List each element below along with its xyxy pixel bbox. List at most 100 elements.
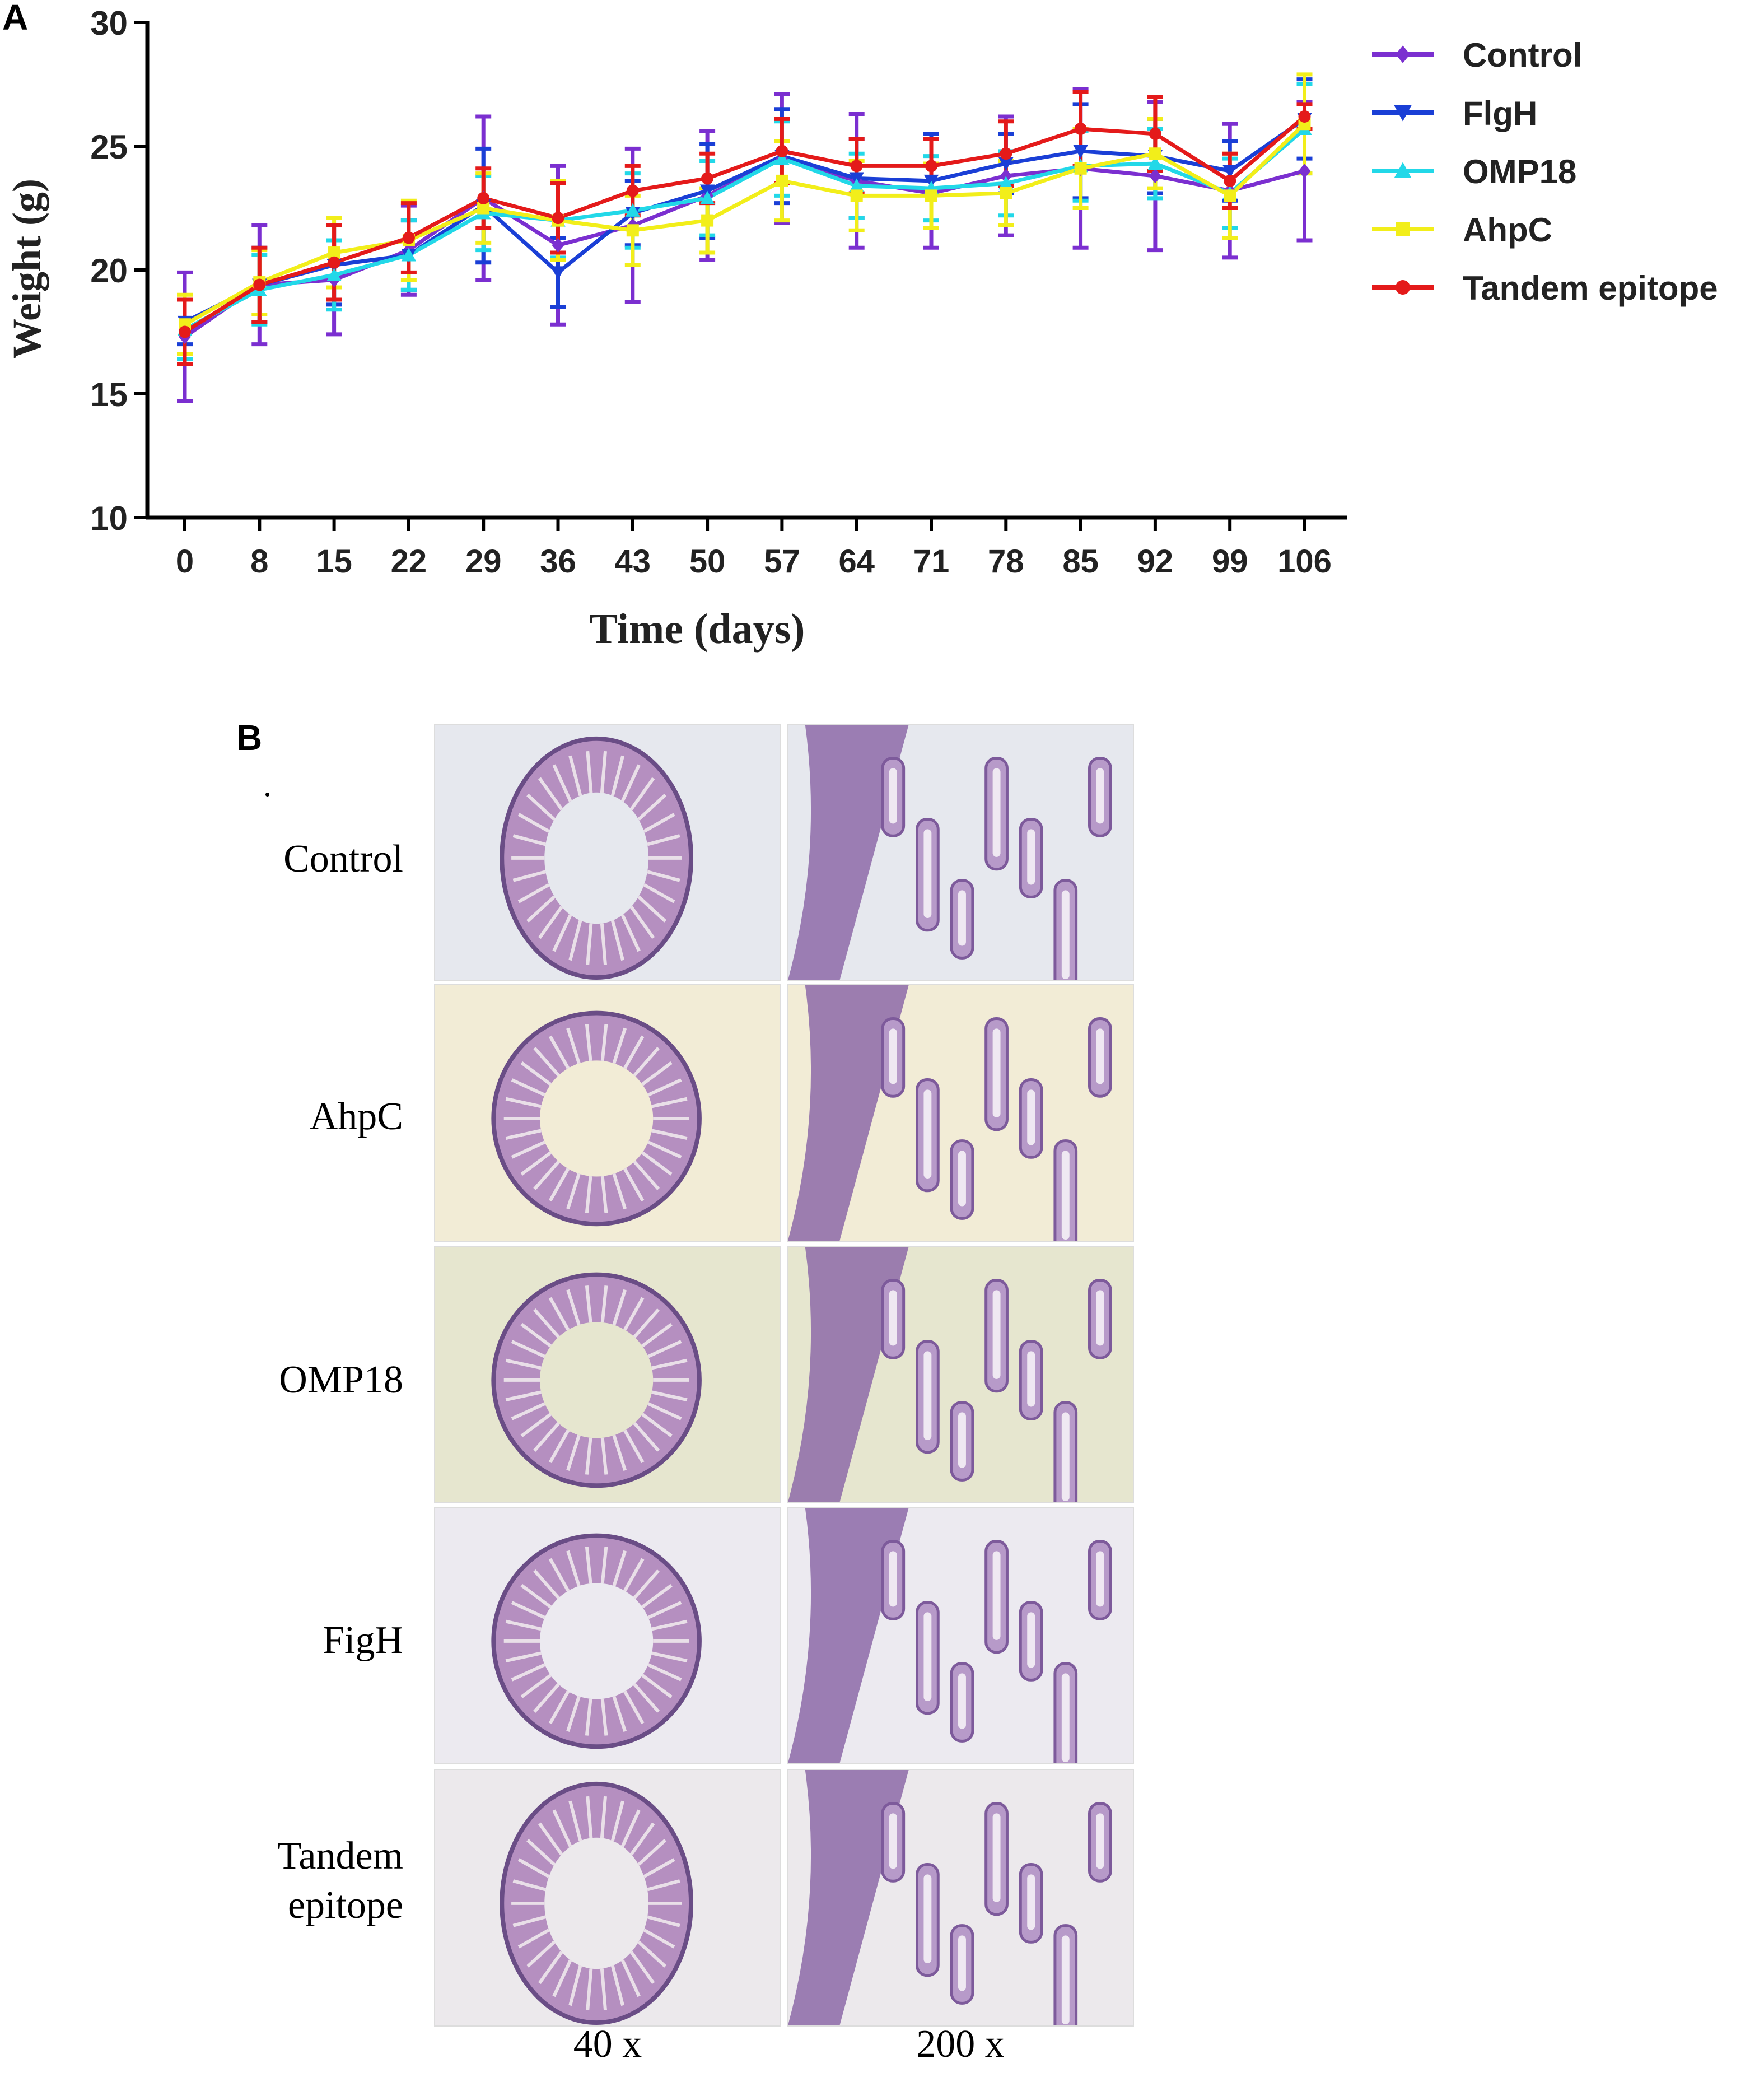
histology-row-label: FigH	[213, 1616, 403, 1665]
x-tick-label: 92	[1137, 543, 1174, 580]
histology-row-label: Control	[213, 835, 403, 884]
tandem-epitope-point	[1224, 174, 1236, 187]
tandem-epitope-point	[776, 145, 788, 157]
legend-label-omp18: OMP18	[1463, 153, 1576, 190]
histology-row-label-line: FigH	[323, 1619, 403, 1662]
x-tick-label: 8	[250, 543, 268, 580]
y-tick-label: 25	[90, 128, 128, 166]
micrograph-40x	[434, 1507, 781, 1764]
micrograph-200x	[787, 724, 1134, 981]
micrograph-200x	[787, 984, 1134, 1242]
histology-row-label: OMP18	[213, 1356, 403, 1405]
legend-marker-control	[1396, 45, 1410, 63]
omp18-point	[699, 190, 715, 204]
ahpc-point	[626, 224, 639, 237]
ahpc-point	[1074, 162, 1087, 175]
x-tick-label: 29	[465, 543, 502, 580]
omp18-point	[774, 151, 790, 165]
error-bars	[177, 72, 1313, 403]
histology-row-label-line: epitope	[287, 1883, 403, 1927]
tandem-epitope-point	[328, 256, 340, 269]
control-point	[1149, 168, 1161, 184]
ahpc-point	[776, 174, 788, 187]
x-tick-label: 85	[1062, 543, 1099, 580]
micrograph-200x	[787, 1769, 1134, 2027]
ahpc-point	[1000, 187, 1012, 199]
histology-column-label: 200 x	[916, 2023, 1005, 2066]
legend-label-flgh: FlgH	[1463, 95, 1537, 132]
ahpc-point	[1224, 189, 1236, 202]
flgh-point	[1222, 165, 1238, 179]
legend-label-control: Control	[1463, 36, 1582, 74]
ahpc-point	[925, 189, 937, 202]
y-tick-label: 10	[90, 500, 128, 537]
ahpc-point	[477, 202, 490, 215]
histology-row-label-line: OMP18	[279, 1358, 403, 1401]
micrograph-40x	[434, 984, 781, 1242]
series-lines	[183, 115, 1306, 339]
tandem-epitope-point	[626, 184, 639, 197]
histology-row-label-line: Tandem	[277, 1834, 403, 1878]
legend-marker-omp18	[1394, 162, 1412, 178]
flgh-point	[1073, 145, 1088, 159]
legend-label-ahpc: AhpC	[1463, 211, 1552, 249]
omp18-point	[998, 176, 1014, 190]
ticks: 10 15 20 25 30 0 8 15 22 29 36 43 50 57 64 71 78 85 92 99 10…	[90, 4, 1332, 580]
stray-dot	[265, 793, 269, 797]
micrograph-200x	[787, 1507, 1134, 1764]
x-tick-label: 57	[764, 543, 800, 580]
panel-a-label: A	[2, 0, 29, 38]
series-markers	[177, 110, 1312, 344]
ahpc-point	[701, 214, 714, 227]
ahpc-point	[328, 246, 340, 259]
tandem-epitope-point	[1000, 147, 1012, 160]
histology-column-label: 40 x	[573, 2023, 642, 2066]
x-tick-label: 64	[838, 543, 875, 580]
x-tick-label: 50	[689, 543, 726, 580]
omp18-point	[625, 203, 640, 217]
tandem-epitope-point	[1149, 127, 1161, 140]
histology-row-label-line: Control	[283, 837, 403, 881]
x-tick-label: 71	[913, 543, 950, 580]
x-tick-label: 106	[1277, 543, 1332, 580]
y-tick-label: 30	[90, 4, 128, 42]
x-tick-label: 15	[316, 543, 352, 580]
omp18-point	[849, 178, 864, 192]
x-tick-label: 43	[615, 543, 651, 580]
tandem-epitope-point	[179, 325, 191, 338]
weight-line-chart: 10 15 20 25 30 0 8 15 22 29 36 43 50 57 64 71 78 85 92 99 10…	[4, 4, 1718, 653]
tandem-epitope-point	[1298, 110, 1311, 123]
x-tick-label: 36	[540, 543, 576, 580]
tandem-epitope-line	[184, 115, 1306, 334]
ahpc-point	[1149, 147, 1161, 160]
omp18-line	[184, 127, 1306, 332]
histology-row-label: Tandem epitope	[213, 1832, 403, 1930]
tandem-epitope-point	[925, 160, 937, 173]
omp18-point	[401, 248, 417, 262]
x-tick-label: 78	[988, 543, 1024, 580]
micrograph-200x	[787, 1246, 1134, 1503]
tandem-epitope-point	[1074, 123, 1087, 136]
legend-marker-ahpc	[1396, 222, 1410, 236]
x-axis-label: Time (days)	[590, 605, 805, 653]
flgh-point	[998, 157, 1014, 171]
flgh-line	[184, 117, 1306, 324]
control-point	[1298, 164, 1311, 179]
micrograph-40x	[434, 724, 781, 981]
tandem-epitope-point	[477, 192, 490, 204]
ahpc-point	[850, 189, 863, 202]
micrograph-40x	[434, 1769, 781, 2027]
legend-label-tandem-epitope: Tandem epitope	[1463, 269, 1718, 307]
tandem-epitope-point	[402, 231, 415, 244]
histology-row-label: AhpC	[213, 1092, 403, 1142]
control-point	[552, 237, 564, 253]
x-tick-label: 0	[176, 543, 194, 580]
legend: Control FlgH OMP18 AhpC Tandem epitope	[1372, 36, 1718, 307]
tandem-epitope-point	[552, 212, 564, 225]
control-point	[1000, 168, 1012, 184]
histology-row-label-line: AhpC	[309, 1095, 403, 1138]
legend-marker-tandem-epitope	[1396, 280, 1410, 295]
x-tick-label: 22	[391, 543, 427, 580]
flgh-point	[550, 266, 566, 280]
y-tick-label: 20	[90, 252, 128, 290]
